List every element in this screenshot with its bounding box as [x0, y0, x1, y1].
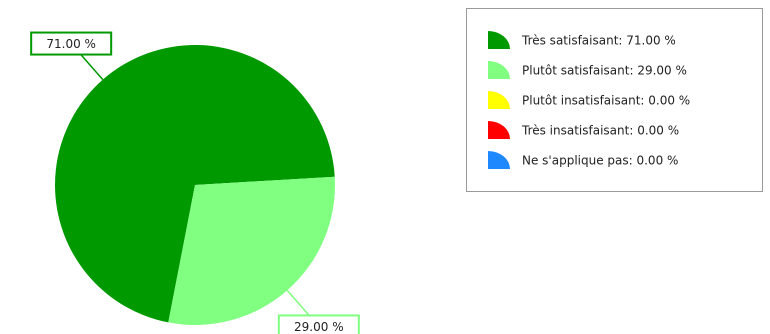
legend-icon	[488, 151, 510, 169]
legend-box	[466, 8, 763, 192]
pie-slice	[168, 185, 195, 323]
pie-slice	[54, 45, 335, 323]
legend-icon	[488, 61, 510, 79]
legend-label: Ne s'applique pas: 0.00 %	[522, 154, 678, 168]
legend-icon	[488, 121, 510, 139]
pie-slice	[168, 176, 335, 325]
data-label: 29.00 %	[294, 320, 344, 334]
legend-label: Très insatisfaisant: 0.00 %	[521, 124, 679, 138]
data-label: 71.00 %	[46, 37, 96, 51]
legend-label: Plutôt insatisfaisant: 0.00 %	[522, 94, 690, 108]
label-box	[30, 31, 113, 56]
legend-label: Plutôt satisfaisant: 29.00 %	[522, 64, 687, 78]
legend-label: Très satisfaisant: 71.00 %	[521, 34, 676, 48]
label-box	[277, 314, 360, 334]
legend-icon	[488, 31, 510, 49]
legend-icon	[488, 91, 510, 109]
